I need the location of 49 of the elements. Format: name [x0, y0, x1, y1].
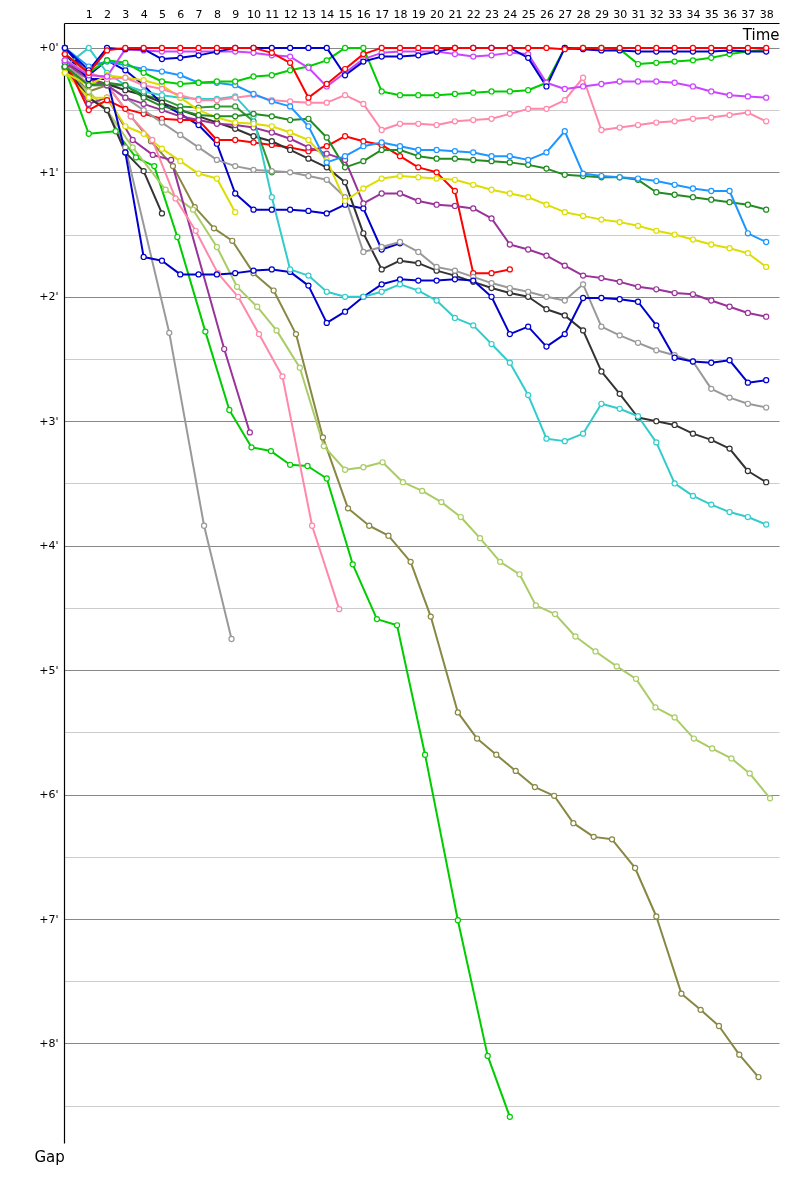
y-tick-label: +3': [39, 414, 59, 428]
x-tick-label: 37: [741, 7, 756, 21]
x-tick-label: 31: [631, 7, 646, 21]
x-tick-label: 19: [411, 7, 426, 21]
x-tick-label: 33: [668, 7, 683, 21]
x-tick-label: 21: [448, 7, 463, 21]
x-axis-title: Time: [741, 25, 780, 44]
x-tick-label: 9: [232, 7, 240, 21]
x-tick-label: 23: [485, 7, 500, 21]
y-tick-label: +7': [39, 912, 59, 926]
x-tick-label: 29: [594, 7, 609, 21]
x-tick-label: 20: [430, 7, 445, 21]
y-tick-label: +8': [39, 1036, 59, 1050]
x-tick-label: 25: [521, 7, 536, 21]
x-tick-label: 15: [338, 7, 353, 21]
x-tick-label: 6: [177, 7, 185, 21]
x-tick-label: 11: [265, 7, 280, 21]
x-tick-label: 35: [704, 7, 719, 21]
x-tick-label: 30: [613, 7, 628, 21]
x-tick-label: 1: [85, 7, 93, 21]
y-tick-label: +4': [39, 539, 59, 553]
y-tick-label: +2': [39, 290, 59, 304]
x-tick-label: 18: [393, 7, 408, 21]
x-tick-label: 38: [759, 7, 774, 21]
x-tick-label: 4: [140, 7, 148, 21]
x-tick-label: 22: [466, 7, 481, 21]
x-tick-label: 32: [649, 7, 664, 21]
x-tick-label: 12: [283, 7, 298, 21]
x-tick-label: 36: [723, 7, 738, 21]
x-tick-label: 5: [158, 7, 166, 21]
y-tick-label: +1': [39, 165, 59, 179]
y-tick-label: +5': [39, 663, 59, 677]
x-tick-label: 27: [558, 7, 573, 21]
x-tick-label: 17: [375, 7, 390, 21]
x-tick-label: 7: [195, 7, 203, 21]
y-axis-title: Gap: [34, 1147, 65, 1166]
x-tick-label: 24: [503, 7, 518, 21]
x-tick-label: 14: [320, 7, 335, 21]
x-tick-label: 2: [104, 7, 112, 21]
x-tick-label: 8: [213, 7, 221, 21]
x-tick-label: 10: [247, 7, 262, 21]
x-tick-label: 26: [539, 7, 554, 21]
x-tick-label: 13: [301, 7, 316, 21]
x-tick-label: 16: [356, 7, 371, 21]
x-tick-label: 34: [686, 7, 701, 21]
x-tick-label: 28: [576, 7, 591, 21]
y-tick-label: +0': [39, 41, 59, 55]
x-tick-label: 3: [122, 7, 130, 21]
y-tick-label: +6': [39, 788, 59, 802]
